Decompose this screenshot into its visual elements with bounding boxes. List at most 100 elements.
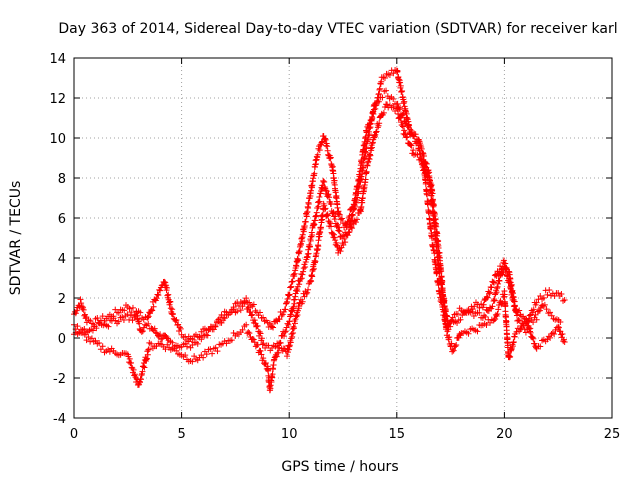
data-point (333, 242, 340, 249)
data-point (78, 303, 85, 310)
data-point (507, 353, 514, 360)
data-point (537, 343, 544, 350)
data-point (260, 340, 267, 347)
data-point (547, 309, 554, 316)
data-point (307, 243, 314, 250)
data-point (183, 343, 190, 350)
data-point (491, 279, 498, 286)
data-point (367, 152, 374, 159)
data-point (284, 295, 291, 302)
data-point (415, 136, 422, 143)
data-point (268, 323, 275, 330)
data-point (173, 316, 180, 323)
data-point (340, 232, 347, 239)
data-point (360, 164, 367, 171)
data-point (324, 147, 331, 154)
data-point (96, 339, 103, 346)
data-points (71, 66, 568, 394)
data-point (483, 293, 490, 300)
data-point (207, 346, 214, 353)
data-point (92, 337, 99, 344)
data-point (390, 104, 397, 111)
data-point (189, 336, 196, 343)
data-point (300, 268, 307, 275)
data-point (165, 291, 172, 298)
data-point (454, 310, 461, 317)
data-point (438, 280, 445, 287)
data-point (495, 306, 502, 313)
data-point (85, 334, 92, 341)
data-point (203, 351, 210, 358)
data-point (327, 155, 334, 162)
data-point (501, 291, 508, 298)
data-point (488, 284, 495, 291)
data-point (244, 305, 251, 312)
data-point (540, 294, 547, 301)
data-point (138, 328, 145, 335)
data-point (115, 309, 122, 316)
data-point (173, 347, 180, 354)
data-point (163, 284, 170, 291)
data-point (308, 278, 315, 285)
data-point (526, 312, 533, 319)
chart-title: Day 363 of 2014, Sidereal Day-to-day VTE… (58, 21, 617, 37)
data-point (254, 323, 261, 330)
data-point (353, 216, 360, 223)
data-point (295, 305, 302, 312)
data-point (289, 333, 296, 340)
y-tick-label: -2 (53, 372, 66, 387)
data-point (544, 291, 551, 298)
data-point (299, 298, 306, 305)
data-point (275, 349, 282, 356)
data-point (394, 67, 401, 74)
data-point (303, 290, 310, 297)
y-tick-label: 8 (58, 172, 66, 187)
data-point (489, 303, 496, 310)
data-point (139, 368, 146, 375)
data-point (412, 131, 419, 138)
data-point (126, 305, 133, 312)
data-point (447, 323, 454, 330)
y-tick-label: -4 (53, 412, 66, 427)
data-point (530, 306, 537, 313)
data-point (330, 209, 337, 216)
data-point (204, 332, 211, 339)
data-point (533, 316, 540, 323)
data-point (89, 327, 96, 334)
data-point (124, 311, 131, 318)
data-point (380, 109, 387, 116)
data-point (449, 346, 456, 353)
data-point (557, 319, 564, 325)
data-point (311, 170, 318, 177)
data-point (561, 297, 568, 303)
data-point (328, 161, 335, 168)
data-point (337, 248, 344, 255)
y-tick-label: 0 (58, 332, 66, 347)
data-point (403, 134, 410, 141)
data-point (281, 333, 288, 340)
data-point (394, 100, 401, 107)
data-point (549, 330, 556, 337)
data-point (520, 322, 527, 329)
data-point (474, 328, 481, 335)
data-point (136, 320, 143, 327)
data-point (343, 224, 350, 231)
data-point (327, 154, 334, 161)
data-point (465, 309, 472, 316)
data-point (167, 298, 174, 305)
data-point (269, 371, 276, 378)
data-point (399, 111, 406, 118)
data-point (149, 307, 156, 314)
data-point (314, 151, 321, 158)
data-point (407, 126, 414, 133)
data-point (141, 364, 148, 371)
data-point (403, 119, 410, 126)
data-point (408, 142, 415, 149)
data-point (237, 307, 244, 314)
data-point (558, 331, 565, 338)
plot-frame (73, 57, 613, 419)
data-point (363, 145, 370, 152)
y-axis-label: SDTVAR / TECUs (8, 181, 24, 296)
data-point (390, 96, 397, 103)
data-point (423, 160, 430, 167)
